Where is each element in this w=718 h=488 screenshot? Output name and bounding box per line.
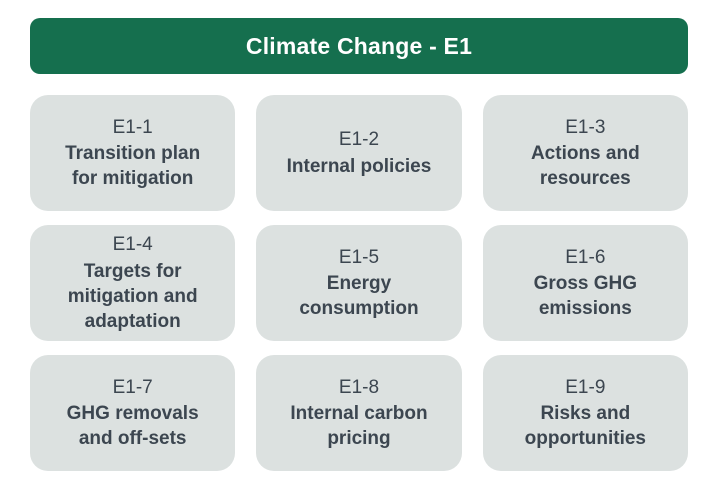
section-title: Climate Change - E1: [245, 32, 473, 59]
card-title: GHG removals and off-sets: [66, 403, 199, 450]
card-title: Internal policies: [286, 155, 432, 177]
card-code: E1-8: [338, 376, 380, 398]
disclosure-card-e1-4: E1-4 Targets for mitigation and adaptati…: [30, 225, 236, 341]
card-grid: E1-1 Transition plan for mitigation E1-2…: [30, 95, 688, 471]
disclosure-card-e1-6: E1-6 Gross GHG emissions: [482, 225, 688, 341]
card-title: Gross GHG emissions: [533, 273, 638, 320]
card-title: Actions and resources: [530, 143, 640, 190]
card-code: E1-2: [338, 129, 380, 151]
card-code: E1-5: [338, 246, 380, 268]
card-code: E1-4: [112, 234, 153, 256]
card-code: E1-1: [112, 116, 153, 138]
disclosure-card-e1-5: E1-5 Energy consumption: [256, 225, 462, 341]
card-title: Transition plan for mitigation: [65, 143, 201, 190]
disclosure-card-e1-8: E1-8 Internal carbon pricing: [256, 355, 462, 471]
disclosure-card-e1-7: E1-7 GHG removals and off-sets: [30, 355, 236, 471]
card-title: Risks and opportunities: [524, 403, 647, 450]
card-title: Energy consumption: [299, 273, 419, 320]
card-title: Targets for mitigation and adaptation: [67, 260, 198, 332]
section-header: Climate Change - E1: [30, 18, 688, 74]
disclosure-card-e1-2: E1-2 Internal policies: [256, 95, 462, 211]
disclosure-card-e1-1: E1-1 Transition plan for mitigation: [30, 95, 236, 211]
card-code: E1-6: [565, 246, 606, 268]
disclosure-card-e1-9: E1-9 Risks and opportunities: [482, 355, 688, 471]
card-code: E1-3: [565, 116, 606, 138]
card-code: E1-7: [112, 376, 153, 398]
card-title: Internal carbon pricing: [290, 403, 428, 450]
disclosure-card-e1-3: E1-3 Actions and resources: [482, 95, 688, 211]
card-code: E1-9: [565, 376, 606, 398]
